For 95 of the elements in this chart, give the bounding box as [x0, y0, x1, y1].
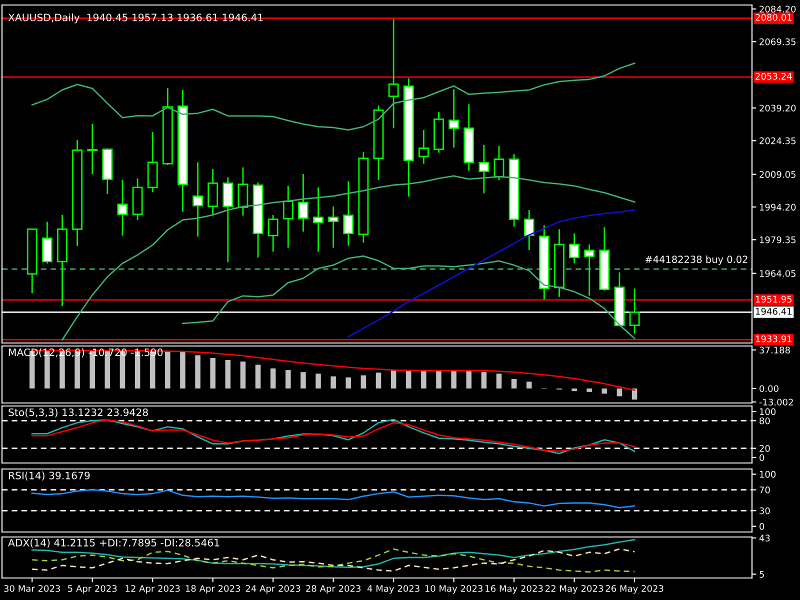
bar: [300, 372, 306, 388]
y-tick-label: 1964.05: [760, 270, 796, 277]
bar: [360, 375, 366, 388]
bar: [330, 376, 336, 388]
bar: [451, 370, 456, 388]
bar: [496, 374, 502, 388]
candlestick: [448, 88, 460, 148]
x-tick-label: 10 May 2023: [425, 585, 483, 594]
candlestick: [282, 185, 294, 248]
y-tick-label: 20: [760, 445, 770, 452]
x-tick-label: 28 Apr 2023: [306, 585, 361, 594]
bar: [481, 372, 487, 388]
candlestick: [238, 166, 248, 216]
bar: [210, 358, 216, 388]
y-tick-label: -13.002: [759, 398, 793, 406]
bar: [602, 388, 608, 394]
candlestick: [117, 179, 128, 236]
bar: [346, 377, 352, 388]
candlestick: [418, 129, 429, 164]
y-tick-label: 0.00: [760, 385, 778, 392]
bar: [616, 388, 622, 396]
x-tick-label: 16 May 2023: [486, 585, 543, 594]
candlestick: [192, 162, 203, 238]
y-tick-label: 2084.20: [760, 6, 796, 13]
chart-title: Sto(5,3,3) 13.1232 23.9428: [8, 408, 148, 418]
bar: [586, 388, 592, 392]
x-tick-label: 26 May 2023: [606, 585, 664, 594]
candlestick: [524, 209, 534, 251]
candlestick: [313, 186, 324, 252]
candlestick: [388, 18, 399, 129]
candlestick: [494, 145, 504, 181]
bar: [526, 382, 532, 388]
line-series: [31, 62, 636, 131]
bar: [316, 374, 321, 388]
candlestick: [629, 288, 640, 334]
candlestick: [478, 144, 490, 194]
bar: [240, 362, 246, 388]
y-tick-label: 100: [760, 408, 776, 416]
y-tick-label: 37.188: [760, 346, 790, 354]
x-tick-label: 4 May 2023: [367, 585, 420, 594]
x-tick-label: 18 Apr 2023: [186, 585, 240, 594]
y-tick-label: 2024.35: [760, 137, 796, 144]
bar: [421, 370, 426, 388]
bar: [286, 370, 291, 388]
y-tick-label: 1994.20: [760, 204, 796, 211]
ref-line-label: 1933.91: [756, 335, 792, 342]
ref-line-label: 1946.41: [756, 308, 792, 315]
y-tick-label: 2009.05: [760, 171, 796, 178]
y-tick-label: 43: [759, 534, 770, 542]
chart-title: RSI(14) 39.1679: [8, 472, 90, 481]
x-tick-label: 22 May 2023: [546, 585, 603, 594]
x-tick-label: 12 Apr 2023: [126, 585, 180, 594]
bar: [466, 370, 472, 388]
bar: [436, 370, 442, 388]
bar: [225, 360, 231, 388]
y-tick-label: 80: [760, 417, 770, 424]
y-tick-label: 5: [760, 571, 764, 578]
bar: [406, 370, 412, 388]
candlestick: [42, 221, 52, 264]
y-tick-label: 30: [760, 507, 770, 514]
bar: [165, 350, 170, 388]
candlestick: [328, 206, 339, 248]
ref-line-label: 1951.95: [756, 296, 792, 303]
candlestick: [343, 180, 354, 246]
bar: [572, 388, 577, 392]
bar: [511, 378, 517, 388]
bar: [390, 370, 396, 388]
ref-line-label: 2053.24: [756, 72, 792, 80]
bar: [195, 355, 200, 388]
y-tick-label: 70: [760, 486, 770, 494]
bar: [376, 372, 382, 388]
candlestick: [268, 214, 278, 252]
candlestick: [87, 123, 98, 175]
x-tick-label: 24 Apr 2023: [246, 585, 300, 594]
x-tick-label: 5 Apr 2023: [68, 585, 117, 594]
ref-line-label: #44182238 buy 0.02: [645, 255, 748, 265]
ref-line-label: 2080.01: [756, 14, 792, 21]
bar: [255, 364, 261, 388]
candlestick: [208, 168, 218, 216]
candlestick: [298, 173, 308, 232]
candlestick: [584, 244, 595, 296]
y-tick-label: 2039.20: [760, 104, 796, 112]
y-tick-label: 0: [760, 523, 764, 530]
chart-title: ADX(14) 41.2115 +DI:7.7895 -DI:28.5461: [8, 538, 220, 548]
candlestick: [222, 176, 234, 263]
y-tick-label: 1979.35: [760, 236, 796, 244]
y-tick-label: 2069.35: [760, 38, 796, 46]
y-tick-label: 0: [760, 454, 764, 462]
line-series: [348, 209, 636, 338]
bar: [180, 350, 186, 388]
bar: [270, 368, 276, 388]
candlestick: [569, 232, 580, 264]
line-series: [31, 489, 636, 508]
x-tick-label: 30 Mar 2023: [4, 585, 60, 592]
y-tick-label: 100: [760, 470, 776, 478]
